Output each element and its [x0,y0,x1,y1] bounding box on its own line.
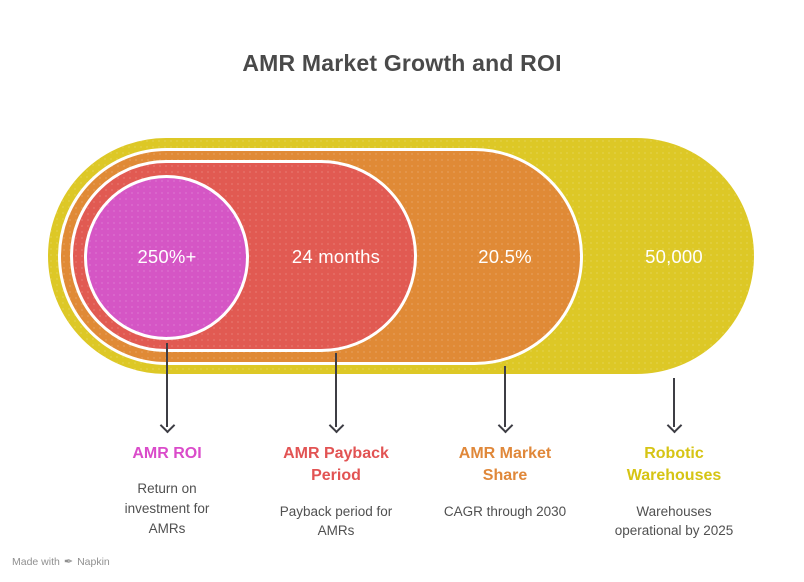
arrow-line [166,343,168,427]
arrow-amr-payback-period [328,353,345,434]
legend-label: Robotic Warehouses [626,445,722,485]
value-amr-payback-period: 24 months [291,246,381,267]
legend-amr-market-share: AMR Market Share CAGR through 2030 [420,443,590,521]
legend-description: CAGR through 2030 [443,503,567,519]
legend-amr-roi: AMR ROI Return on investment for AMRs [82,443,252,538]
legend-description: Payback period for AMRs [279,503,393,539]
arrow-down-icon [159,417,176,434]
arrow-robotic-warehouses [666,378,683,434]
arrow-down-icon [497,417,514,434]
arrow-down-icon [666,417,683,434]
arrow-line [335,353,337,427]
watermark-brand[interactable]: Napkin [77,556,110,568]
arrow-amr-market-share [497,366,514,434]
arrow-line [504,366,506,427]
legend-robotic-warehouses: Robotic Warehouses Warehouses operationa… [589,443,759,541]
legend-amr-payback-period: AMR Payback Period Payback period for AM… [251,443,421,541]
pen-icon: ✒ [63,555,74,568]
page-title: AMR Market Growth and ROI [242,50,562,76]
legend-label: AMR Payback Period [283,445,389,485]
arrow-amr-roi [159,343,176,434]
legend-description: Warehouses operational by 2025 [614,503,734,539]
watermark-prefix: Made with [12,556,60,568]
value-robotic-warehouses: 50,000 [645,246,703,267]
arrow-down-icon [328,417,345,434]
value-amr-market-share: 20.5% [478,246,532,267]
legend-description: Return on investment for AMRs [124,481,210,536]
legend-label: AMR ROI [132,445,202,462]
made-with-napkin-watermark[interactable]: Made with ✒ Napkin [12,556,110,568]
value-amr-roi: 250%+ [137,246,197,267]
legend-label: AMR Market Share [458,445,552,485]
arrow-line [673,378,675,427]
circle-amr-roi [84,175,249,340]
